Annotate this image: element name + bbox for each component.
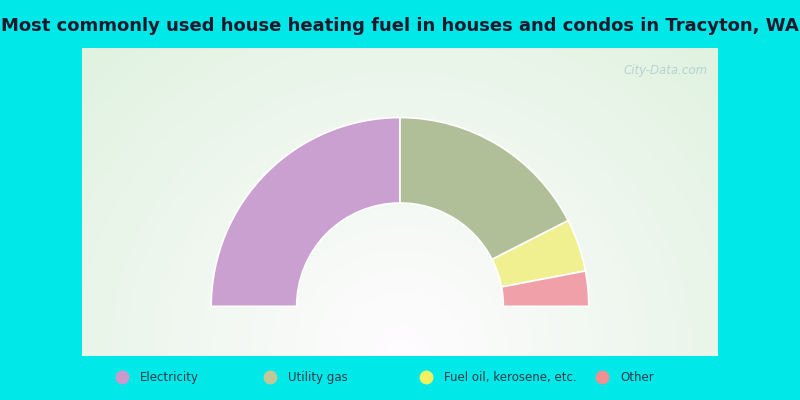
Wedge shape <box>492 221 586 287</box>
Text: Most commonly used house heating fuel in houses and condos in Tracyton, WA: Most commonly used house heating fuel in… <box>1 17 799 35</box>
Text: Utility gas: Utility gas <box>288 371 348 384</box>
Wedge shape <box>502 271 589 306</box>
Text: Fuel oil, kerosene, etc.: Fuel oil, kerosene, etc. <box>444 371 577 384</box>
Text: City-Data.com: City-Data.com <box>624 64 708 77</box>
Text: Other: Other <box>620 371 654 384</box>
Wedge shape <box>211 118 400 306</box>
Wedge shape <box>400 118 568 260</box>
Text: Electricity: Electricity <box>140 371 199 384</box>
